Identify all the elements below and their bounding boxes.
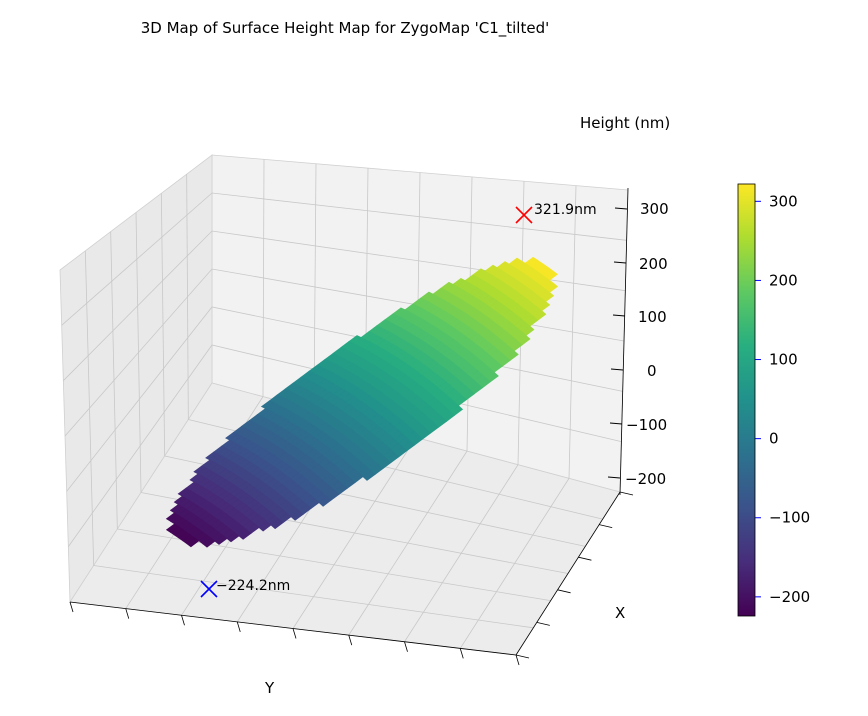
z-tick-label: −100 — [626, 416, 667, 434]
xy-axes — [69, 491, 634, 666]
surface-facet — [214, 535, 228, 545]
surface-facet — [238, 529, 252, 540]
y-tick — [459, 648, 464, 659]
z-tick-label: −200 — [625, 470, 666, 488]
surface-facet — [186, 537, 200, 548]
y-tick — [125, 608, 130, 619]
z-tick: −100 — [609, 416, 667, 434]
surface-mesh — [165, 256, 559, 548]
colorbar-ticks: 300 200 100 0 −100 −200 — [755, 192, 810, 606]
x-tick — [557, 589, 571, 594]
surface-facet — [318, 496, 332, 507]
colorbar: 300 200 100 0 −100 −200 — [737, 183, 810, 617]
x-tick — [515, 654, 530, 659]
max-marker: 321.9nm — [515, 202, 597, 224]
z-tick: 200 — [613, 255, 668, 273]
surface-facet — [258, 521, 272, 532]
y-tick — [404, 641, 408, 652]
x-tick — [619, 491, 634, 496]
chart-title: 3D Map of Surface Height Map for ZygoMap… — [141, 19, 549, 38]
colorbar-gradient — [737, 183, 756, 617]
min-marker-label: −224.2nm — [216, 578, 290, 594]
x-axis-label: X — [615, 604, 625, 622]
y-axis-label: Y — [264, 679, 275, 697]
surface-facet — [202, 537, 216, 548]
surface-facet — [362, 470, 376, 481]
z-tick-label: 0 — [647, 362, 657, 380]
min-marker-x — [200, 580, 218, 598]
surface-facet — [226, 532, 240, 543]
z-tick: 0 — [610, 362, 657, 380]
y-tick — [236, 621, 241, 632]
z-tick: 100 — [612, 308, 667, 326]
y-tick — [515, 654, 520, 666]
colorbar-tick-label: 300 — [769, 192, 798, 210]
x-tick — [536, 622, 550, 626]
x-tick — [578, 556, 592, 561]
x-tick — [599, 524, 613, 528]
y-tick — [348, 635, 353, 646]
min-marker: −224.2nm — [200, 578, 290, 598]
z-tick-label: 300 — [640, 200, 669, 218]
z-tick: 300 — [614, 200, 669, 218]
colorbar-tick-label: 0 — [769, 430, 779, 448]
z-tick: −200 — [607, 470, 666, 488]
z-tick-label: 100 — [638, 308, 667, 326]
y-tick — [69, 601, 74, 613]
x-axis-line — [515, 491, 621, 656]
z-axis: 300 200 100 0 −100 −200 — [607, 187, 669, 496]
colorbar-tick-label: 100 — [769, 351, 798, 369]
surface-facet — [290, 510, 304, 521]
colorbar-tick-label: −100 — [769, 509, 810, 527]
y-tick — [181, 615, 185, 626]
z-axis-line — [619, 187, 629, 496]
z-axis-label: Height (nm) — [580, 114, 670, 132]
max-marker-label: 321.9nm — [534, 202, 597, 218]
z-tick-label: 200 — [639, 255, 668, 273]
max-marker-x — [515, 206, 533, 224]
colorbar-tick-label: −200 — [769, 588, 810, 606]
colorbar-tick-label: 200 — [769, 271, 798, 289]
surface-facet — [270, 518, 284, 530]
y-tick — [292, 628, 297, 639]
